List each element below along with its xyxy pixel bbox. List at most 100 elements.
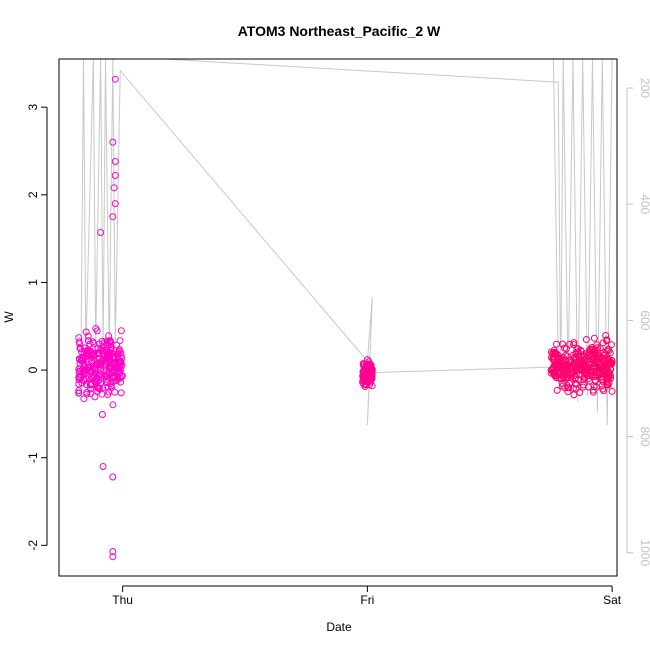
data-point xyxy=(570,341,578,349)
data-point xyxy=(581,356,589,363)
data-point xyxy=(599,378,607,386)
data-point xyxy=(76,344,84,352)
data-point xyxy=(604,345,612,353)
data-point xyxy=(111,200,119,208)
data-point xyxy=(362,380,370,388)
data-point xyxy=(106,362,114,370)
data-point xyxy=(97,365,105,373)
depth-line xyxy=(80,58,613,426)
data-point xyxy=(87,385,95,393)
data-point xyxy=(106,354,114,362)
data-point xyxy=(605,369,613,377)
data-point xyxy=(108,384,116,391)
data-point xyxy=(582,336,590,343)
plot-frame xyxy=(58,58,618,577)
data-point xyxy=(110,184,118,192)
data-point xyxy=(574,348,582,356)
data-point xyxy=(570,391,578,399)
data-point xyxy=(561,370,569,378)
data-point xyxy=(549,353,557,361)
data-point xyxy=(84,332,92,340)
y-tick-label: -2 xyxy=(26,540,40,551)
data-point xyxy=(553,386,561,394)
data-point xyxy=(75,334,83,342)
x-tick-label: Sat xyxy=(603,593,622,607)
data-point xyxy=(565,380,573,388)
data-point xyxy=(560,374,568,382)
data-point xyxy=(90,339,98,347)
y-tick-label: 1 xyxy=(26,279,40,286)
y-tick-label: -1 xyxy=(26,452,40,463)
data-point xyxy=(363,370,371,378)
data-point xyxy=(99,463,107,470)
data-point xyxy=(95,377,103,385)
data-point xyxy=(75,338,83,346)
data-point xyxy=(97,229,105,236)
data-point xyxy=(109,553,117,561)
data-point xyxy=(109,138,117,146)
data-point xyxy=(100,350,107,357)
data-point xyxy=(102,378,110,386)
y2-tick-label: 1000 xyxy=(638,539,650,566)
data-point xyxy=(116,374,124,382)
data-point xyxy=(599,339,607,347)
chart-title: ATOM3 Northeast_Pacific_2 W xyxy=(238,23,441,39)
data-point xyxy=(109,473,117,481)
data-point xyxy=(554,368,562,376)
data-point xyxy=(103,341,111,349)
data-point xyxy=(83,390,91,398)
data-point xyxy=(608,387,616,395)
data-point xyxy=(80,348,88,356)
y2-tick-label: 600 xyxy=(638,310,650,330)
y2-tick-label: 200 xyxy=(638,78,650,98)
axes-group: 3 2 1 0 -1 -2 Thu Fri Sat 200 400 600 800 1000 xyxy=(26,78,650,607)
data-point xyxy=(602,332,610,339)
data-point xyxy=(569,365,577,373)
data-point xyxy=(108,367,116,375)
data-point xyxy=(602,378,610,386)
data-point xyxy=(87,380,95,388)
data-point xyxy=(559,367,567,374)
data-point xyxy=(590,334,598,342)
data-point xyxy=(87,347,94,355)
data-point xyxy=(87,389,95,397)
x-tick-label: Thu xyxy=(112,593,133,607)
y-tick-label: 0 xyxy=(26,366,40,373)
data-point xyxy=(75,376,83,384)
data-point xyxy=(109,548,117,555)
data-point xyxy=(359,360,367,368)
data-point xyxy=(103,339,111,347)
data-point xyxy=(585,383,592,391)
data-point xyxy=(93,327,101,335)
data-point xyxy=(104,379,112,387)
data-point xyxy=(588,344,596,352)
data-point xyxy=(113,361,121,369)
data-point xyxy=(576,359,584,367)
data-point xyxy=(592,377,600,385)
data-point xyxy=(75,389,83,397)
data-point xyxy=(107,380,115,388)
data-point xyxy=(606,349,614,357)
data-point xyxy=(86,340,94,348)
y-tick-label: 3 xyxy=(26,104,40,111)
data-point xyxy=(107,343,115,351)
data-point xyxy=(111,75,119,83)
data-point xyxy=(102,363,109,371)
y2-tick-label: 400 xyxy=(638,194,650,214)
data-point xyxy=(553,340,560,348)
data-point xyxy=(576,389,584,396)
data-point xyxy=(116,337,124,345)
data-point xyxy=(75,387,83,395)
depth-line-group xyxy=(80,58,613,426)
data-point xyxy=(90,373,98,381)
data-point xyxy=(84,337,92,345)
data-point xyxy=(117,389,125,397)
data-point xyxy=(559,382,567,390)
data-point xyxy=(569,384,577,392)
points-group xyxy=(75,75,616,561)
data-point xyxy=(91,376,99,384)
data-point xyxy=(111,158,119,165)
data-point xyxy=(555,374,563,382)
data-point xyxy=(551,349,559,357)
y-tick-label: 2 xyxy=(26,191,40,198)
